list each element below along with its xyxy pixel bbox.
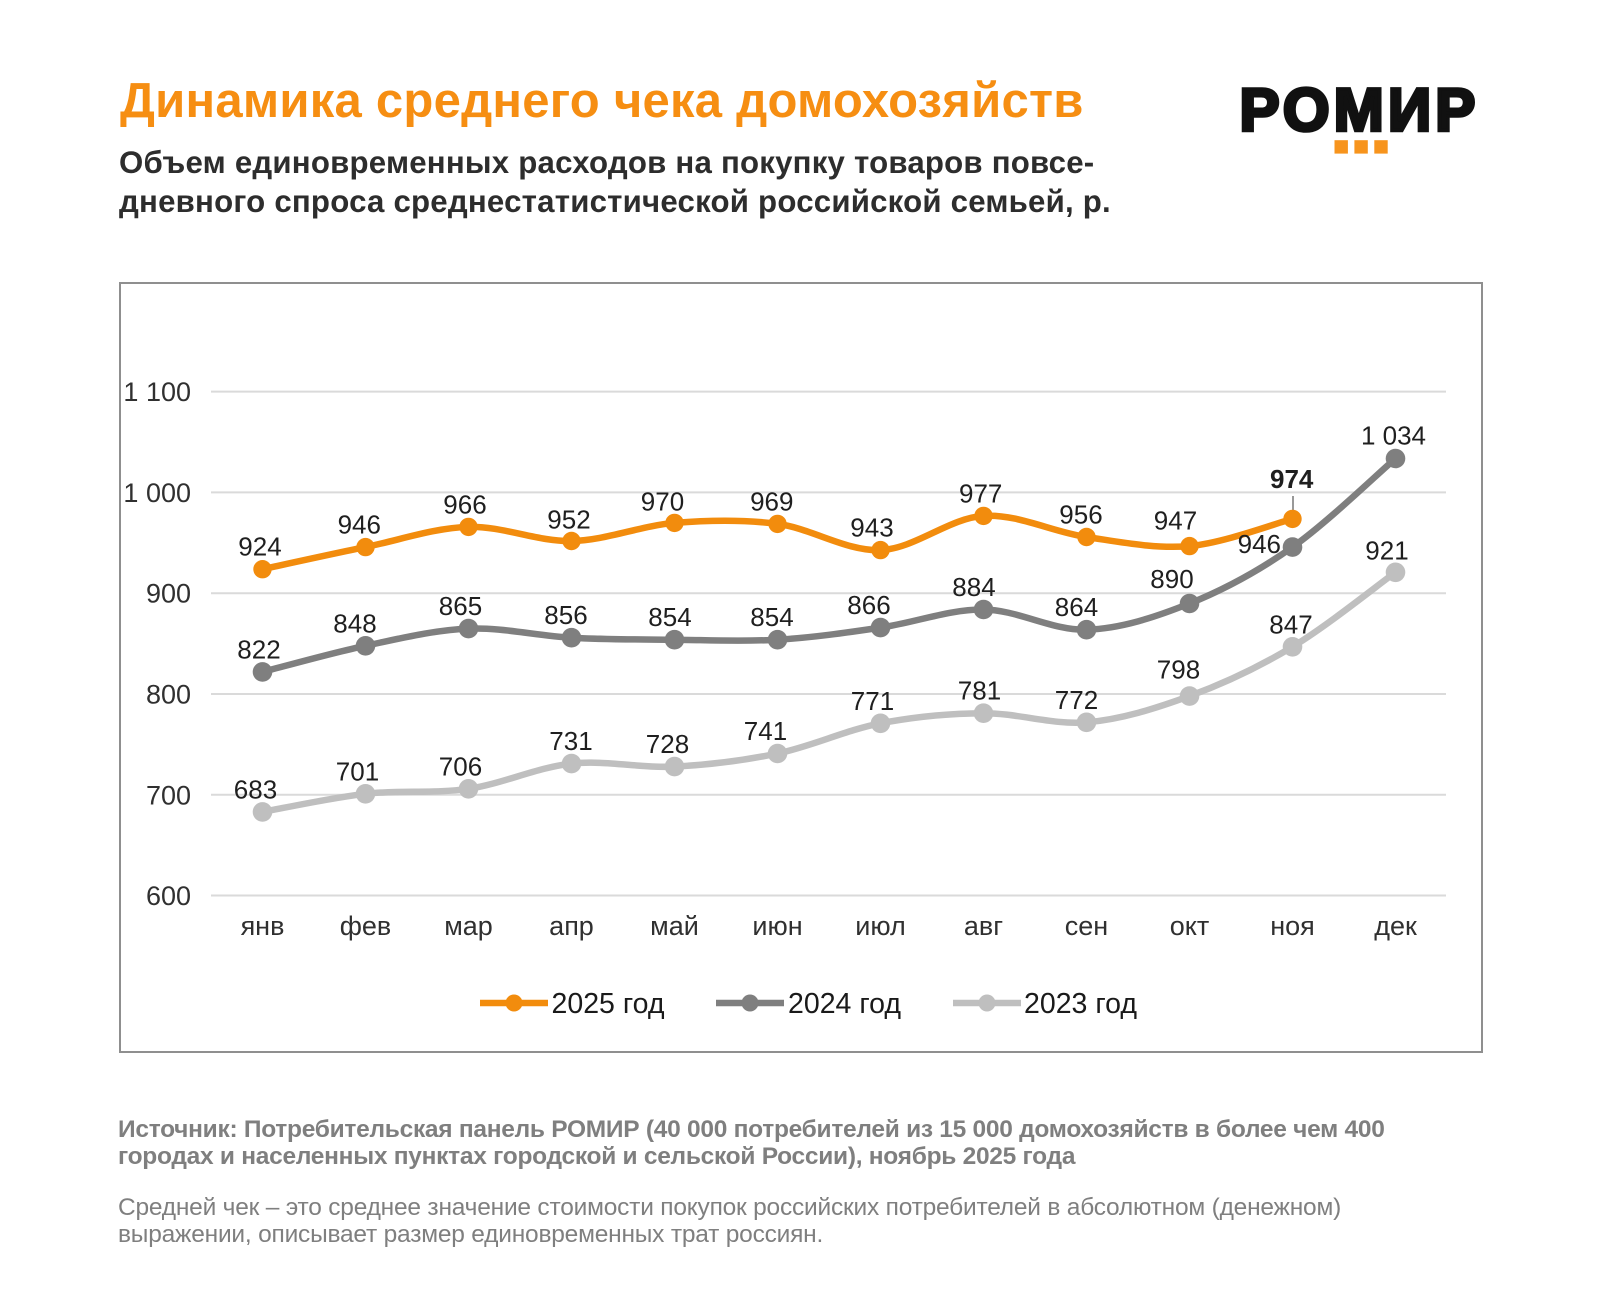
svg-text:864: 864: [1055, 592, 1098, 622]
svg-text:741: 741: [744, 716, 787, 746]
svg-text:866: 866: [847, 590, 890, 620]
svg-text:956: 956: [1059, 500, 1102, 530]
svg-text:2025 год: 2025 год: [552, 988, 665, 1020]
svg-text:848: 848: [333, 608, 376, 638]
svg-text:728: 728: [646, 729, 689, 759]
svg-text:977: 977: [959, 478, 1002, 508]
svg-text:683: 683: [234, 774, 277, 804]
svg-text:781: 781: [958, 676, 1001, 706]
svg-text:сен: сен: [1065, 911, 1108, 941]
svg-text:798: 798: [1157, 655, 1200, 685]
svg-text:884: 884: [952, 572, 995, 602]
svg-text:май: май: [650, 911, 699, 941]
svg-text:2024 год: 2024 год: [788, 988, 901, 1020]
svg-text:дек: дек: [1374, 911, 1417, 941]
svg-text:731: 731: [549, 726, 592, 756]
svg-text:890: 890: [1150, 564, 1193, 594]
svg-text:апр: апр: [549, 911, 594, 941]
svg-text:921: 921: [1365, 536, 1408, 566]
svg-text:авг: авг: [964, 911, 1003, 941]
svg-text:924: 924: [238, 532, 281, 562]
svg-text:706: 706: [439, 751, 482, 781]
svg-text:943: 943: [850, 513, 893, 543]
svg-text:1 100: 1 100: [123, 377, 191, 407]
svg-text:854: 854: [648, 602, 691, 632]
svg-text:701: 701: [336, 756, 379, 786]
svg-text:865: 865: [439, 591, 482, 621]
svg-text:2023 год: 2023 год: [1024, 988, 1137, 1020]
svg-text:771: 771: [851, 686, 894, 716]
svg-text:946: 946: [338, 510, 381, 540]
svg-text:700: 700: [146, 780, 191, 810]
svg-text:772: 772: [1055, 685, 1098, 715]
svg-text:966: 966: [443, 489, 486, 519]
svg-text:600: 600: [146, 881, 191, 911]
svg-text:974: 974: [1270, 464, 1314, 494]
svg-text:июн: июн: [752, 911, 802, 941]
svg-text:947: 947: [1154, 506, 1197, 536]
svg-text:РОМИР: РОМИР: [1240, 77, 1480, 144]
svg-text:1 034: 1 034: [1361, 421, 1426, 451]
svg-text:900: 900: [146, 579, 191, 609]
svg-text:ноя: ноя: [1270, 911, 1315, 941]
svg-text:854: 854: [750, 602, 793, 632]
svg-text:856: 856: [544, 600, 587, 630]
svg-text:822: 822: [237, 634, 280, 664]
svg-text:952: 952: [547, 505, 590, 535]
svg-text:окт: окт: [1170, 911, 1210, 941]
svg-text:970: 970: [641, 486, 684, 516]
svg-text:847: 847: [1269, 609, 1312, 639]
svg-text:мар: мар: [444, 911, 493, 941]
svg-text:фев: фев: [340, 911, 392, 941]
svg-text:янв: янв: [241, 911, 285, 941]
svg-text:946: 946: [1238, 529, 1281, 559]
svg-text:июл: июл: [855, 911, 906, 941]
svg-text:969: 969: [750, 486, 793, 516]
svg-text:800: 800: [146, 680, 191, 710]
svg-text:1 000: 1 000: [123, 478, 191, 508]
